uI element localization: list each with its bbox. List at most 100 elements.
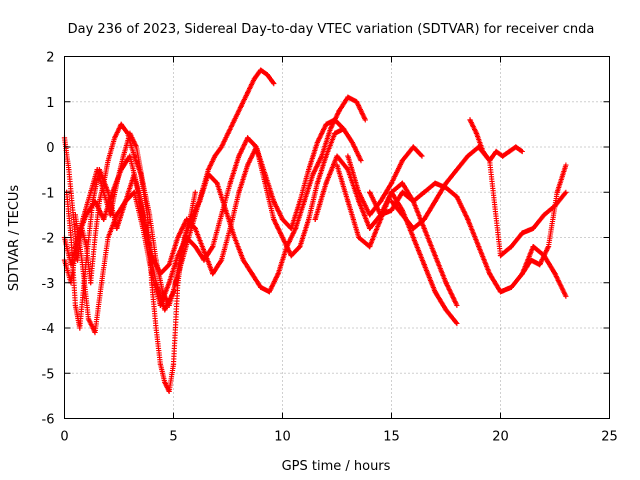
data-point — [367, 225, 373, 231]
plus-marker-run — [231, 234, 246, 262]
series-sat-f — [312, 153, 460, 327]
data-point — [487, 158, 493, 164]
x-tick-label: 15 — [383, 430, 400, 445]
data-point — [443, 280, 449, 286]
y-tick-label: 0 — [46, 141, 54, 156]
data-point — [218, 257, 225, 263]
data-point — [410, 225, 416, 231]
data-point — [314, 180, 320, 186]
data-point — [388, 180, 395, 186]
data-point — [563, 162, 569, 168]
data-point — [323, 121, 329, 127]
data-point — [127, 130, 133, 136]
data-point — [249, 271, 255, 277]
data-point — [192, 244, 198, 250]
data-point — [188, 216, 194, 222]
x-axis-label: GPS time / hours — [282, 459, 391, 474]
data-point — [112, 135, 118, 141]
data-point — [79, 257, 85, 263]
data-point — [327, 126, 334, 132]
data-point — [301, 198, 307, 204]
data-point — [367, 189, 373, 195]
data-point — [214, 180, 220, 186]
data-point — [356, 189, 362, 195]
plus-marker-run — [297, 218, 311, 250]
data-point — [465, 216, 471, 222]
data-point — [506, 148, 512, 155]
data-point — [432, 253, 438, 259]
data-point — [96, 198, 102, 204]
data-point — [378, 198, 384, 204]
data-point — [537, 262, 543, 268]
data-point — [319, 153, 325, 159]
data-point — [545, 244, 552, 250]
data-point — [399, 180, 405, 186]
data-point — [101, 189, 107, 195]
plus-marker-run — [157, 361, 167, 384]
data-point — [85, 316, 92, 322]
series-sat-k — [467, 117, 525, 164]
x-tick-label: 10 — [274, 430, 291, 445]
data-point — [421, 189, 427, 195]
data-point — [72, 302, 78, 308]
data-point — [140, 225, 146, 231]
data-point — [66, 167, 72, 173]
data-marks — [61, 67, 569, 394]
data-point — [170, 361, 177, 367]
data-point — [88, 280, 94, 286]
data-point — [530, 225, 536, 231]
data-point — [170, 289, 177, 295]
data-point — [358, 158, 364, 164]
data-point — [421, 262, 427, 268]
series-sat-j — [388, 144, 569, 259]
data-point — [443, 307, 449, 313]
data-point — [118, 167, 124, 173]
data-point — [340, 126, 347, 132]
data-point — [410, 198, 416, 204]
data-point — [175, 234, 181, 241]
data-point — [223, 207, 229, 213]
data-point — [410, 234, 416, 241]
data-point — [166, 280, 172, 286]
data-point — [236, 189, 242, 195]
data-point — [157, 271, 163, 277]
plus-marker-run — [61, 135, 72, 171]
data-point — [345, 94, 351, 100]
data-point — [218, 212, 225, 218]
data-point — [297, 198, 303, 204]
data-point — [378, 216, 384, 222]
data-point — [497, 289, 504, 295]
data-point — [262, 180, 268, 186]
data-point — [323, 180, 329, 186]
plus-marker-run — [253, 144, 268, 184]
data-point — [266, 289, 272, 295]
data-point — [131, 153, 137, 159]
plus-marker-run — [153, 325, 163, 365]
plus-marker-run — [218, 227, 233, 263]
data-point — [92, 198, 98, 204]
data-point — [105, 158, 111, 164]
data-point — [227, 180, 233, 186]
data-point — [99, 280, 105, 286]
data-point — [388, 189, 395, 195]
y-axis-label: SDTVAR / TECUs — [7, 185, 22, 292]
data-point — [519, 271, 525, 277]
data-point — [68, 262, 74, 268]
data-point — [133, 144, 139, 150]
y-tick-label: -3 — [42, 277, 55, 292]
data-point — [212, 153, 218, 159]
data-point — [192, 189, 198, 195]
data-point — [264, 72, 270, 78]
data-point — [336, 108, 342, 114]
data-point — [443, 180, 449, 186]
data-point — [454, 194, 460, 200]
axis-ticks: 0 5 10 15 20 25 -6 -5 -4 -3 -2 -1 0 1 2 — [42, 51, 618, 445]
data-point — [136, 189, 142, 195]
data-point — [399, 212, 405, 218]
data-point — [334, 153, 340, 159]
data-point — [378, 212, 384, 218]
data-point — [105, 234, 111, 241]
data-point — [421, 225, 427, 231]
data-point — [367, 244, 373, 250]
